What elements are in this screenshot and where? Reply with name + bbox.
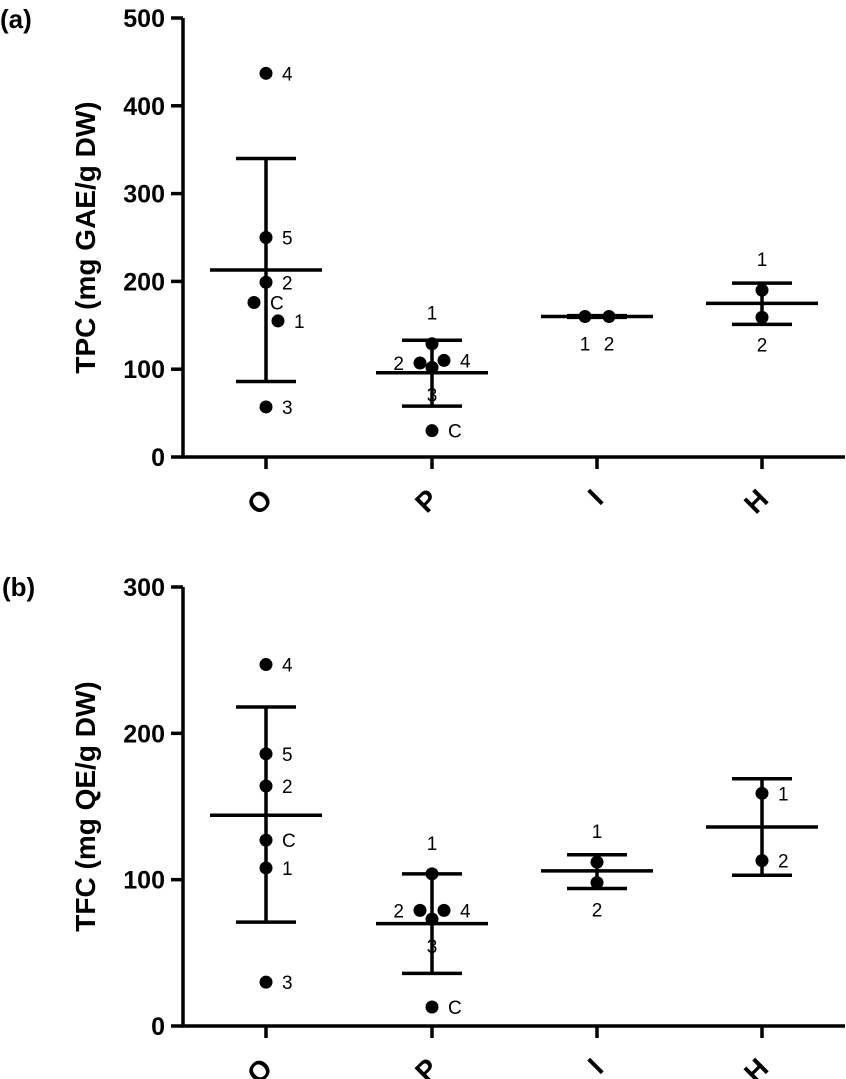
data-point (755, 310, 769, 324)
y-tick-label: 300 (123, 181, 165, 209)
data-point-label: C (448, 998, 462, 1019)
data-point-label: C (448, 422, 462, 443)
data-point-label: 3 (282, 973, 293, 994)
data-point-label: 2 (757, 335, 768, 356)
data-point (755, 854, 769, 868)
data-point-label: C (282, 831, 296, 852)
data-point-label: 4 (460, 351, 471, 372)
data-point (413, 903, 427, 917)
data-point (259, 400, 273, 414)
data-point-label: 3 (427, 385, 438, 406)
data-point (755, 786, 769, 800)
data-point (590, 855, 604, 869)
data-point (259, 747, 273, 761)
data-point-label: 4 (282, 64, 293, 85)
data-point (755, 283, 769, 297)
x-tick-label: H (738, 1052, 774, 1079)
chart-panel-0: (a) 0 100 200 300 400 500 TPC (mg GAE/g DW) O P I H… (0, 4, 845, 521)
data-point (425, 1000, 439, 1014)
data-point-label: 4 (460, 901, 471, 922)
data-point (259, 66, 273, 80)
x-tick-label: O (241, 1052, 278, 1079)
data-point (259, 975, 273, 989)
data-point-label: 1 (427, 834, 438, 855)
data-point-label: 1 (580, 335, 591, 356)
data-point (425, 912, 439, 926)
data-point (247, 295, 261, 309)
y-tick-label: 100 (123, 356, 165, 384)
panel-label: (a) (0, 4, 32, 34)
data-point (425, 360, 439, 374)
data-point-label: 1 (592, 822, 603, 843)
x-tick-label: P (409, 1052, 444, 1079)
data-point-label: 1 (427, 304, 438, 325)
data-point-label: 2 (393, 901, 404, 922)
data-point-label: 3 (427, 937, 438, 958)
x-tick-label: H (738, 483, 774, 519)
y-axis-label: TPC (mg GAE/g DW) (70, 101, 101, 373)
data-point-label: 5 (282, 229, 293, 250)
data-point (259, 275, 273, 289)
data-point-label: 2 (393, 354, 404, 375)
data-point (259, 861, 273, 875)
y-tick-label: 0 (151, 1013, 165, 1041)
data-point (259, 833, 273, 847)
data-point-label: 2 (592, 901, 603, 922)
data-point-label: 5 (282, 745, 293, 766)
data-point (437, 353, 451, 367)
x-tick-label: O (241, 483, 278, 520)
data-point (425, 337, 439, 351)
y-tick-label: 200 (123, 720, 165, 748)
data-point (437, 903, 451, 917)
data-point-label: 1 (757, 250, 768, 271)
data-point-label: 1 (294, 312, 305, 333)
x-tick-label: I (582, 1052, 609, 1079)
data-point-label: 2 (282, 777, 293, 798)
data-point-label: 2 (604, 335, 615, 356)
data-point (425, 867, 439, 881)
data-point-label: 1 (778, 784, 789, 805)
y-tick-label: 300 (123, 574, 165, 602)
data-point (590, 876, 604, 890)
data-point-label: 2 (778, 852, 789, 873)
y-tick-label: 200 (123, 268, 165, 296)
y-tick-label: 500 (123, 5, 165, 33)
data-point (578, 310, 592, 324)
data-point (425, 424, 439, 438)
data-point-label: 1 (282, 859, 293, 880)
data-point (602, 310, 616, 324)
y-tick-label: 0 (151, 444, 165, 472)
data-point (259, 658, 273, 672)
x-tick-label: P (409, 483, 444, 518)
data-point-label: 4 (282, 656, 293, 677)
data-point-label: 3 (282, 398, 293, 419)
data-point-label: C (270, 293, 284, 314)
data-point (259, 231, 273, 244)
data-point (259, 779, 273, 793)
panel-label: (b) (2, 572, 35, 602)
data-point (413, 356, 427, 370)
y-tick-label: 100 (123, 867, 165, 895)
x-tick-label: I (582, 483, 609, 510)
data-point (271, 314, 285, 328)
y-axis-label: TFC (mg QE/g DW) (70, 681, 101, 931)
y-tick-label: 400 (123, 93, 165, 121)
chart-panel-1: (b) 0 100 200 300 TFC (mg QE/g DW) O P I H 4 5 2 C 1 3 1… (2, 572, 845, 1079)
data-point-label: 2 (282, 273, 293, 294)
